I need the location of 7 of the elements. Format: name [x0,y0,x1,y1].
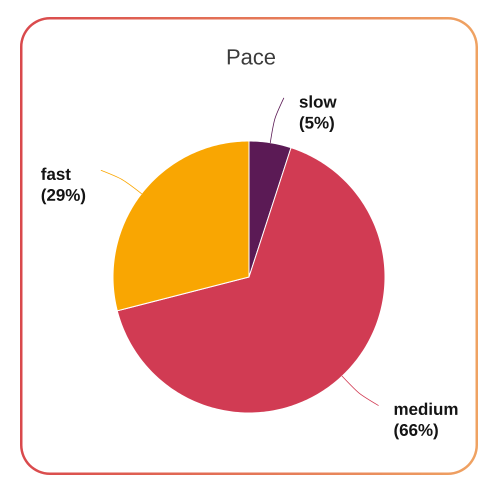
data-label: (66%) [394,424,438,440]
data-label: (5%) [300,116,334,132]
data-label: (29%) [42,188,86,204]
slice-label: medium [394,402,458,416]
legend-label: fast [41,168,71,180]
chart-title: Pace [228,49,276,65]
slice-label: slow [300,95,337,108]
